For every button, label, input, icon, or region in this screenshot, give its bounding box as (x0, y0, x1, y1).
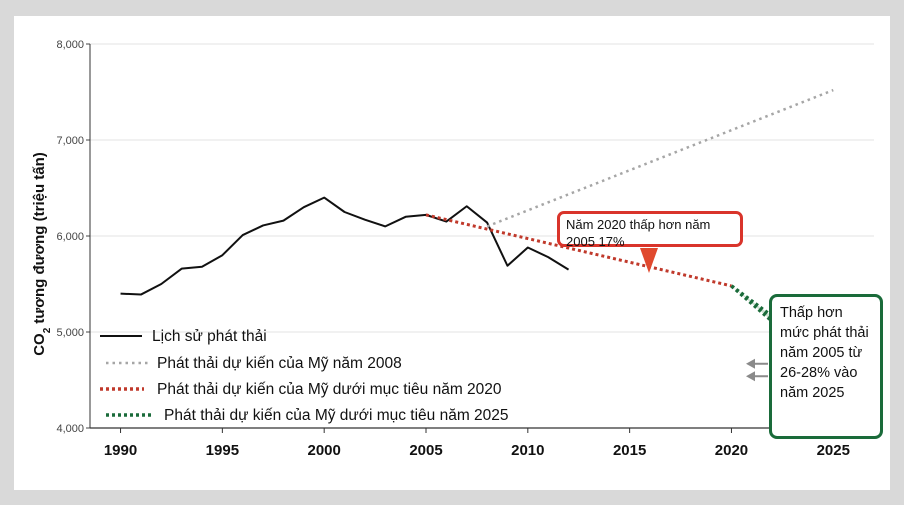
callout-2025-text: Thấp hơn mức phát thải năm 2005 từ 26-28… (780, 305, 869, 401)
x-tick-label-1995: 1995 (206, 442, 239, 459)
y-tick-label-4,000: 4,000 (56, 423, 84, 435)
y-tick-label-8,000: 8,000 (56, 39, 84, 51)
callout-2020: Năm 2020 thấp hơn năm 2005 17% (557, 211, 743, 249)
projection-2008-line (486, 88, 834, 228)
y-axis-label-co: CO (31, 333, 48, 356)
history-line (120, 196, 570, 296)
x-tick-label-2020: 2020 (715, 442, 748, 459)
x-tick-label-2010: 2010 (511, 442, 544, 459)
chart-frame: 4,000 5,000 6,000 7,000 8,000 1990 1995 2000 20… (14, 16, 890, 490)
x-tick-label-1990: 1990 (104, 442, 137, 459)
callout-2020-text: Năm 2020 thấp hơn năm 2005 17% (566, 217, 711, 249)
target-2020-line (425, 213, 732, 288)
y-tick-label-6,000: 6,000 (56, 231, 84, 243)
legend-label-history-line: Lịch sử phát thải (152, 328, 267, 345)
y-axis-label-rest: tương đương (triệu tấn) (31, 152, 48, 328)
legend-label-target-2020-line: Phát thải dự kiến của Mỹ dưới mục tiêu n… (157, 381, 502, 398)
x-tick-label-2005: 2005 (409, 442, 442, 459)
callout-2025: Thấp hơn mức phát thải năm 2005 từ 26-28… (769, 294, 883, 439)
y-tick-label-7,000: 7,000 (56, 135, 84, 147)
callout-2020-pointer (640, 248, 658, 273)
x-tick-label-2000: 2000 (307, 442, 340, 459)
x-tick-label-2015: 2015 (613, 442, 646, 459)
y-tick-label-5,000: 5,000 (56, 327, 84, 339)
x-tick-label-2025: 2025 (817, 442, 850, 459)
legend-label-target-2025-line: Phát thải dự kiến của Mỹ dưới mục tiêu n… (164, 407, 509, 424)
y-axis-label-sub: 2 (42, 327, 53, 333)
emissions-chart: 4,000 5,000 6,000 7,000 8,000 1990 1995 2000 20… (31, 39, 874, 459)
arrow-lower-head (746, 371, 755, 382)
arrow-upper-head (746, 358, 755, 369)
legend-label-projection-2008-line: Phát thải dự kiến của Mỹ năm 2008 (157, 355, 402, 372)
y-axis-label: CO2 tương đương (triệu tấn) (31, 152, 53, 356)
